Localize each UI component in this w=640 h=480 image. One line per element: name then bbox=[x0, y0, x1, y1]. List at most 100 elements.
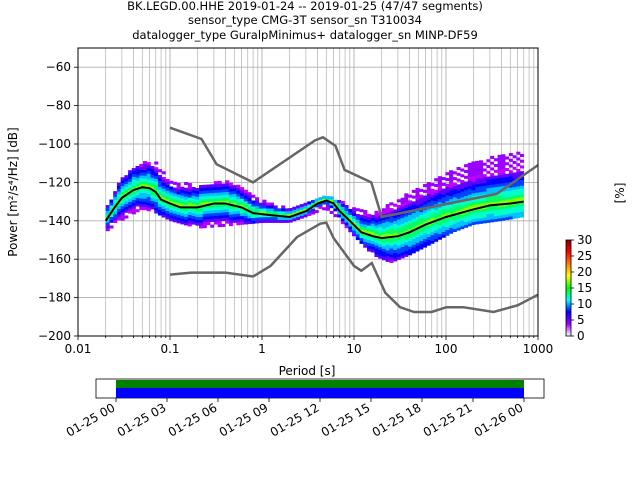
density-cell bbox=[139, 175, 144, 179]
density-cell bbox=[310, 208, 316, 212]
density-cell bbox=[281, 219, 286, 223]
density-cell bbox=[512, 172, 517, 176]
density-cell bbox=[408, 211, 413, 215]
density-cell bbox=[161, 205, 166, 209]
density-cell bbox=[486, 188, 491, 192]
density-cell bbox=[195, 208, 200, 212]
density-cell bbox=[449, 227, 454, 231]
density-cell bbox=[251, 200, 256, 204]
density-cell bbox=[143, 166, 148, 170]
density-cell bbox=[426, 208, 431, 212]
density-cell bbox=[202, 193, 207, 197]
density-cell bbox=[161, 182, 166, 186]
density-cell bbox=[146, 185, 151, 189]
density-cell bbox=[452, 223, 457, 227]
density-cell bbox=[202, 219, 207, 223]
density-cell bbox=[217, 195, 222, 199]
density-cell bbox=[180, 215, 185, 219]
density-cell bbox=[486, 165, 491, 169]
timeline-tick-label: 01-25 12 bbox=[268, 400, 322, 439]
density-cell bbox=[206, 184, 211, 188]
density-cell bbox=[445, 209, 450, 213]
density-cell bbox=[422, 212, 428, 216]
density-cell bbox=[478, 220, 483, 224]
density-cell bbox=[434, 215, 439, 219]
density-cell bbox=[441, 188, 446, 192]
density-cell bbox=[478, 209, 483, 213]
density-cell bbox=[135, 209, 140, 213]
density-cell bbox=[437, 216, 442, 220]
density-cell bbox=[460, 182, 465, 186]
density-cell bbox=[456, 204, 461, 208]
density-cell bbox=[419, 197, 424, 201]
density-cell bbox=[169, 218, 174, 222]
density-cell bbox=[355, 225, 360, 229]
density-cell bbox=[467, 165, 472, 169]
density-cell bbox=[482, 214, 487, 218]
density-cell bbox=[456, 221, 461, 225]
timeline-tick-label: 01-26 00 bbox=[472, 400, 526, 439]
density-cell bbox=[292, 209, 297, 213]
density-cell bbox=[467, 191, 472, 195]
density-cell bbox=[217, 209, 222, 213]
density-cell bbox=[490, 190, 495, 194]
density-cell bbox=[247, 221, 252, 225]
density-cell bbox=[404, 207, 409, 211]
density-cell bbox=[400, 246, 405, 250]
density-cell bbox=[426, 216, 431, 220]
density-cell bbox=[161, 191, 166, 195]
density-cell bbox=[154, 207, 159, 211]
density-cell bbox=[512, 189, 517, 193]
density-cell bbox=[236, 184, 241, 188]
density-cell bbox=[124, 195, 129, 199]
density-cell bbox=[128, 175, 133, 180]
density-cell bbox=[228, 200, 233, 204]
density-cell bbox=[262, 199, 267, 203]
density-cell bbox=[516, 157, 521, 161]
density-cell bbox=[269, 219, 274, 223]
density-cell bbox=[437, 193, 442, 197]
density-cell bbox=[157, 206, 162, 210]
density-cell bbox=[452, 182, 457, 186]
density-cell bbox=[430, 211, 435, 215]
density-cell bbox=[478, 200, 483, 204]
density-cell bbox=[452, 208, 457, 212]
density-cell bbox=[243, 212, 248, 216]
density-cell bbox=[247, 192, 252, 196]
density-cell bbox=[464, 175, 469, 179]
density-cell bbox=[303, 205, 308, 209]
density-cell bbox=[217, 183, 222, 187]
density-cell bbox=[520, 171, 525, 175]
density-cell bbox=[105, 205, 110, 209]
density-cell bbox=[191, 212, 196, 216]
density-cell bbox=[206, 190, 211, 194]
density-cell bbox=[184, 213, 189, 217]
density-cell bbox=[221, 209, 226, 213]
density-cell bbox=[385, 218, 390, 222]
density-cell bbox=[236, 190, 241, 194]
density-cell bbox=[434, 183, 439, 188]
density-cell bbox=[508, 204, 513, 208]
density-cell bbox=[471, 161, 476, 165]
density-cell bbox=[508, 199, 513, 203]
density-cell bbox=[176, 208, 181, 212]
density-cell bbox=[389, 254, 394, 258]
density-cell bbox=[460, 226, 465, 230]
density-cell bbox=[501, 183, 506, 187]
density-cell bbox=[143, 175, 148, 179]
density-cell bbox=[187, 217, 192, 221]
density-cell bbox=[456, 210, 461, 214]
density-cell bbox=[437, 207, 442, 211]
density-cell bbox=[393, 218, 398, 222]
density-cell bbox=[460, 205, 465, 210]
density-cell bbox=[187, 191, 192, 195]
density-cell bbox=[157, 189, 162, 193]
density-cell bbox=[520, 159, 525, 163]
density-cell bbox=[139, 181, 144, 185]
density-cell bbox=[490, 216, 495, 220]
density-cell bbox=[240, 213, 245, 217]
density-cell bbox=[184, 187, 189, 191]
density-cell bbox=[217, 192, 222, 196]
density-cell bbox=[109, 225, 114, 229]
density-cell bbox=[206, 201, 211, 205]
